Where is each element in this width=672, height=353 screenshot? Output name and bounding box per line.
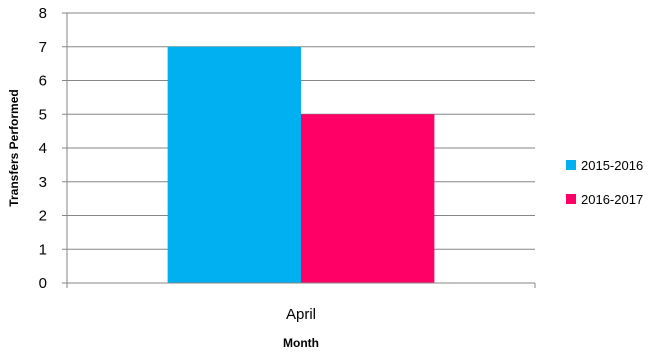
y-axis-title: Transfers Performed	[7, 89, 21, 206]
tick-labels: 0 1 2 3 4 5 6 7 8 April	[39, 5, 316, 323]
y-tick-label: 0	[39, 275, 47, 292]
y-tick-label: 3	[39, 174, 47, 191]
y-tick-label: 8	[39, 5, 47, 22]
legend: 2015-2016 2016-2017	[566, 158, 643, 207]
y-tick-label: 1	[39, 241, 47, 258]
legend-swatch	[566, 160, 576, 170]
legend-label: 2015-2016	[581, 158, 643, 173]
legend-swatch	[566, 194, 576, 204]
y-tick-label: 5	[39, 106, 47, 123]
bar-2015-2016	[167, 46, 301, 283]
x-tick-label: April	[286, 306, 316, 323]
y-tick-label: 2	[39, 208, 47, 225]
x-axis-title: Month	[283, 336, 319, 350]
y-tick-label: 6	[39, 73, 47, 90]
bar-2016-2017	[301, 114, 435, 283]
bars	[167, 46, 435, 283]
legend-label: 2016-2017	[581, 192, 643, 207]
axes	[62, 12, 536, 288]
y-tick-label: 7	[39, 39, 47, 56]
y-tick-label: 4	[39, 140, 47, 157]
